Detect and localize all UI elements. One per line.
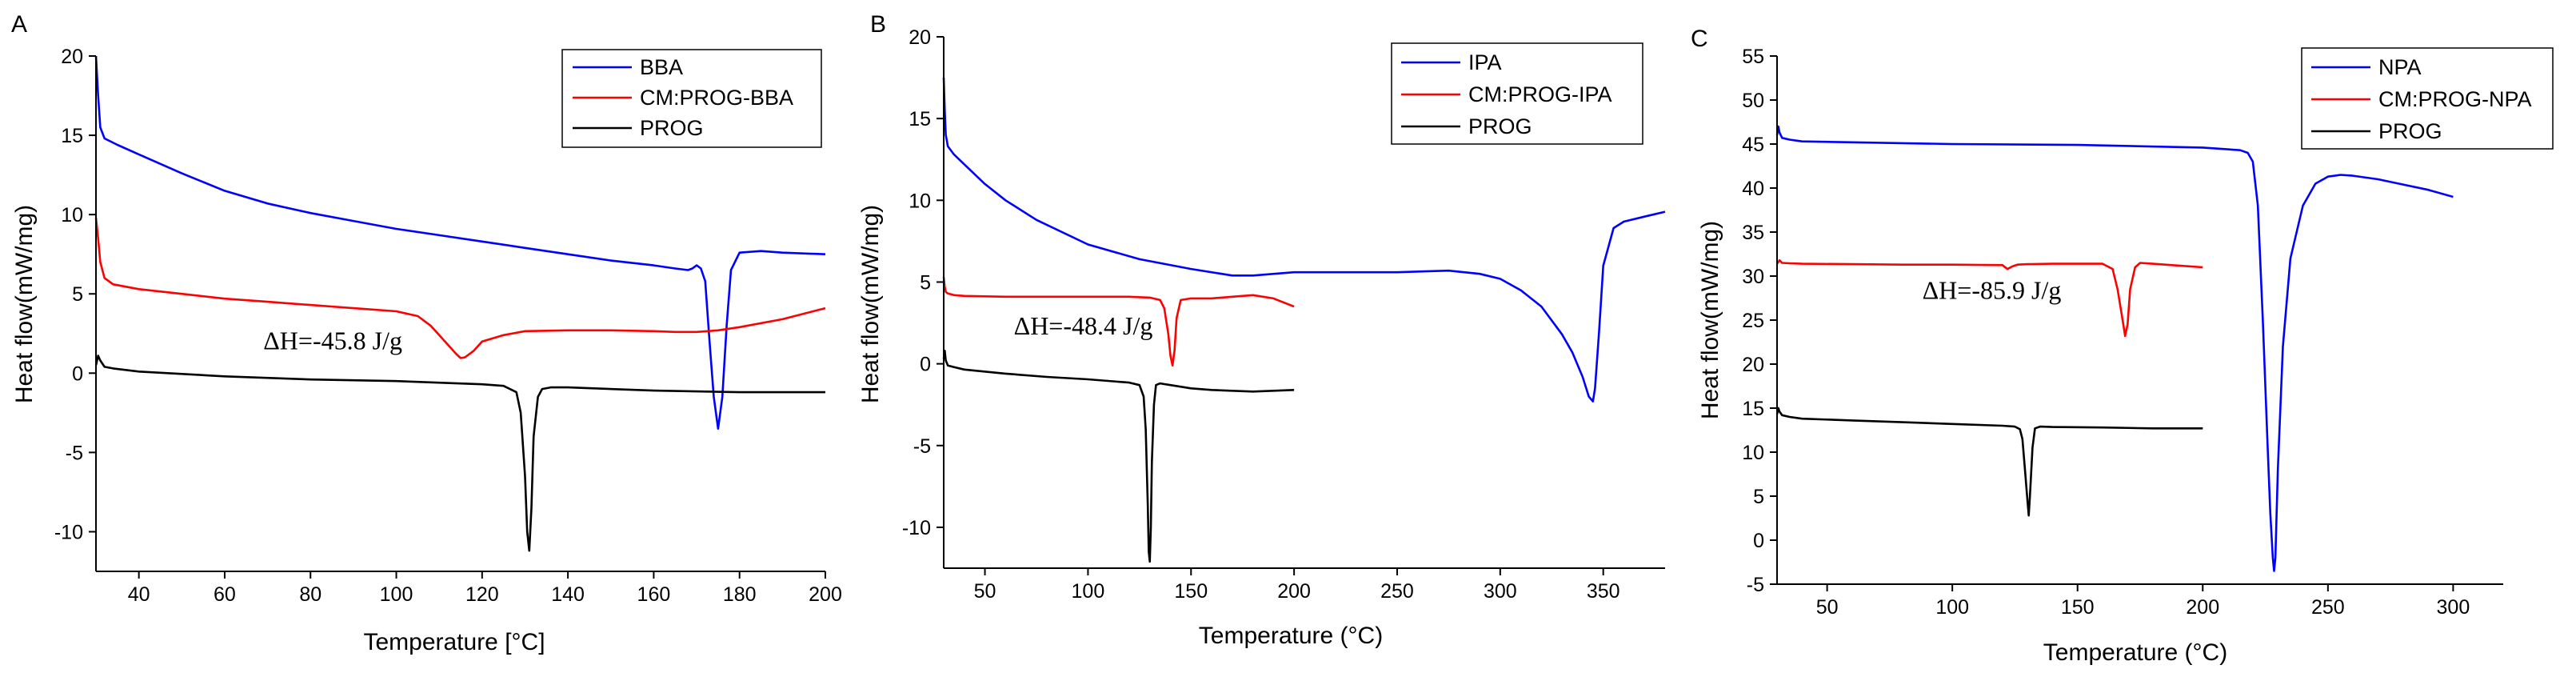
panel-c-y-tick-label: 50 xyxy=(1742,90,1764,112)
panel-a-series-cm-prog-bba xyxy=(94,217,826,359)
panel-b-y-axis-title: Heat flow(mW/mg) xyxy=(857,205,884,403)
panel-a-y-tick-label: 20 xyxy=(61,46,83,68)
panel-c-x-axis-title: Temperature (°C) xyxy=(2043,639,2227,666)
panel-c-ticks: 50 100 150 200 250 300 -5 0 5 10 15 20 25 30 35 40 45 50 5… xyxy=(1742,46,2470,619)
panel-b-x-tick-label: 300 xyxy=(1484,580,1517,603)
panel-a-series xyxy=(94,55,826,552)
panel-c-legend: NPA CM:PROG-NPA PROG xyxy=(2301,47,2554,150)
panel-b-legend: IPA CM:PROG-IPA PROG xyxy=(1391,42,1643,145)
panel-a-ticks: 40 60 80 100 120 140 160 180 200 -10 -5 0 5 10 15 20 xyxy=(54,46,842,606)
panel-c-y-tick-label: 15 xyxy=(1742,398,1764,420)
panel-b: B Heat flow(mW/mg) Temperature (°C) 50 10… xyxy=(857,11,1666,649)
panel-a-series-prog xyxy=(94,355,825,552)
panel-c-y-tick-label: 55 xyxy=(1742,46,1764,68)
panel-c-legend-label-cm-prog-npa: CM:PROG-NPA xyxy=(2378,87,2532,111)
panel-c-series xyxy=(1775,125,2454,572)
panel-c-y-tick-label: 35 xyxy=(1742,222,1764,244)
panel-b-x-tick-label: 100 xyxy=(1072,580,1105,603)
panel-c-y-tick-label: 0 xyxy=(1753,530,1764,552)
panel-a: A Heat flow(mW/mg) Temperature [°C] 40 60… xyxy=(11,11,842,655)
panel-a-x-tick-label: 120 xyxy=(465,583,499,606)
panel-a-annotation: ΔH=-45.8 J/g xyxy=(263,326,402,355)
panel-b-y-tick-label: 20 xyxy=(909,26,931,49)
panel-c: C Heat flow(mW/mg) Temperature (°C) 50 10… xyxy=(1691,26,2554,666)
panel-c-legend-label-npa: NPA xyxy=(2378,55,2422,79)
panel-b-x-tick-label: 250 xyxy=(1380,580,1414,603)
panel-a-x-tick-label: 80 xyxy=(299,583,322,606)
panel-a-y-tick-label: 10 xyxy=(61,204,83,226)
panel-b-series-ipa xyxy=(942,78,1666,403)
panel-b-series-cm-prog-ipa xyxy=(942,277,1295,367)
panel-c-x-tick-label: 100 xyxy=(1935,596,1969,619)
panel-a-x-tick-label: 160 xyxy=(637,583,671,606)
panel-b-axes xyxy=(943,37,1665,569)
panel-b-series xyxy=(942,78,1666,563)
panel-a-x-tick-label: 180 xyxy=(723,583,757,606)
panel-c-x-tick-label: 150 xyxy=(2061,596,2095,619)
panel-a-x-tick-label: 200 xyxy=(809,583,842,606)
panel-c-y-tick-label: 5 xyxy=(1753,486,1764,508)
panel-a-y-tick-label: 15 xyxy=(61,125,83,147)
panel-a-y-axis-title: Heat flow(mW/mg) xyxy=(11,205,38,403)
panel-b-y-tick-label: -10 xyxy=(902,517,931,539)
panel-c-letter: C xyxy=(1691,26,1708,52)
panel-b-x-tick-label: 200 xyxy=(1277,580,1311,603)
panel-a-x-tick-label: 60 xyxy=(214,583,236,606)
panel-a-legend-label-cm-prog-bba: CM:PROG-BBA xyxy=(640,86,793,110)
panel-b-legend-label-prog: PROG xyxy=(1468,114,1532,138)
panel-b-y-tick-label: 0 xyxy=(920,354,931,376)
panel-b-letter: B xyxy=(870,11,886,38)
panel-c-legend-label-prog: PROG xyxy=(2378,119,2442,143)
panel-a-legend-label-bba: BBA xyxy=(640,55,683,79)
panel-c-x-tick-label: 300 xyxy=(2437,596,2470,619)
panel-b-x-tick-label: 50 xyxy=(974,580,996,603)
panel-a-legend: BBA CM:PROG-BBA PROG xyxy=(561,49,822,148)
panel-c-axes xyxy=(1776,56,2503,585)
panel-a-x-tick-label: 140 xyxy=(551,583,585,606)
panel-c-y-tick-label: 10 xyxy=(1742,442,1764,464)
panel-c-annotation-group: ΔH=-85.9 J/g xyxy=(1923,276,2062,305)
panel-c-annotation: ΔH=-85.9 J/g xyxy=(1923,276,2062,305)
panel-a-x-tick-label: 100 xyxy=(380,583,413,606)
panel-b-series-prog xyxy=(942,350,1295,563)
panel-c-y-tick-label: 40 xyxy=(1742,178,1764,200)
panel-c-y-tick-label: 20 xyxy=(1742,354,1764,376)
panel-a-y-tick-label: -5 xyxy=(66,442,83,464)
panel-c-x-tick-label: 250 xyxy=(2311,596,2345,619)
panel-c-y-tick-label: 25 xyxy=(1742,310,1764,332)
panel-a-x-axis-title: Temperature [°C] xyxy=(363,629,545,655)
panel-b-y-tick-label: -5 xyxy=(913,435,931,458)
panel-c-y-axis-title: Heat flow(mW/mg) xyxy=(1697,221,1723,419)
panel-b-y-tick-label: 5 xyxy=(920,271,931,294)
panel-c-y-tick-label: 45 xyxy=(1742,134,1764,156)
panel-a-series-bba xyxy=(94,55,826,430)
panel-a-axes xyxy=(95,56,825,572)
panel-b-ticks: 50 100 150 200 250 300 350 -10 -5 0 5 10 15 20 xyxy=(902,26,1620,603)
panel-c-x-tick-label: 50 xyxy=(1816,596,1839,619)
panel-c-y-tick-label: -5 xyxy=(1747,574,1764,596)
panel-b-annotation: ΔH=-48.4 J/g xyxy=(1014,311,1153,340)
panel-b-annotation-group: ΔH=-48.4 J/g xyxy=(1014,311,1153,340)
panel-b-x-axis-title: Temperature (°C) xyxy=(1199,623,1383,649)
panel-b-x-tick-label: 350 xyxy=(1587,580,1620,603)
panel-b-legend-label-cm-prog-ipa: CM:PROG-IPA xyxy=(1468,82,1612,106)
panel-b-y-tick-label: 15 xyxy=(909,108,931,130)
panel-a-y-tick-label: -10 xyxy=(54,521,83,543)
panel-b-legend-label-ipa: IPA xyxy=(1468,50,1502,74)
panel-b-y-tick-label: 10 xyxy=(909,190,931,212)
panel-a-y-tick-label: 5 xyxy=(72,283,83,306)
panel-a-x-tick-label: 40 xyxy=(128,583,150,606)
panel-c-series-cm-prog-npa xyxy=(1775,258,2203,338)
panel-b-x-tick-label: 150 xyxy=(1174,580,1208,603)
panel-a-letter: A xyxy=(11,11,27,38)
panel-a-annotation-group: ΔH=-45.8 J/g xyxy=(263,326,402,355)
panel-c-y-tick-label: 30 xyxy=(1742,266,1764,288)
panel-c-series-prog xyxy=(1775,407,2203,517)
panel-c-x-tick-label: 200 xyxy=(2186,596,2219,619)
panel-a-legend-label-prog: PROG xyxy=(640,116,704,140)
panel-a-y-tick-label: 0 xyxy=(72,363,83,385)
panel-c-series-npa xyxy=(1775,125,2454,572)
